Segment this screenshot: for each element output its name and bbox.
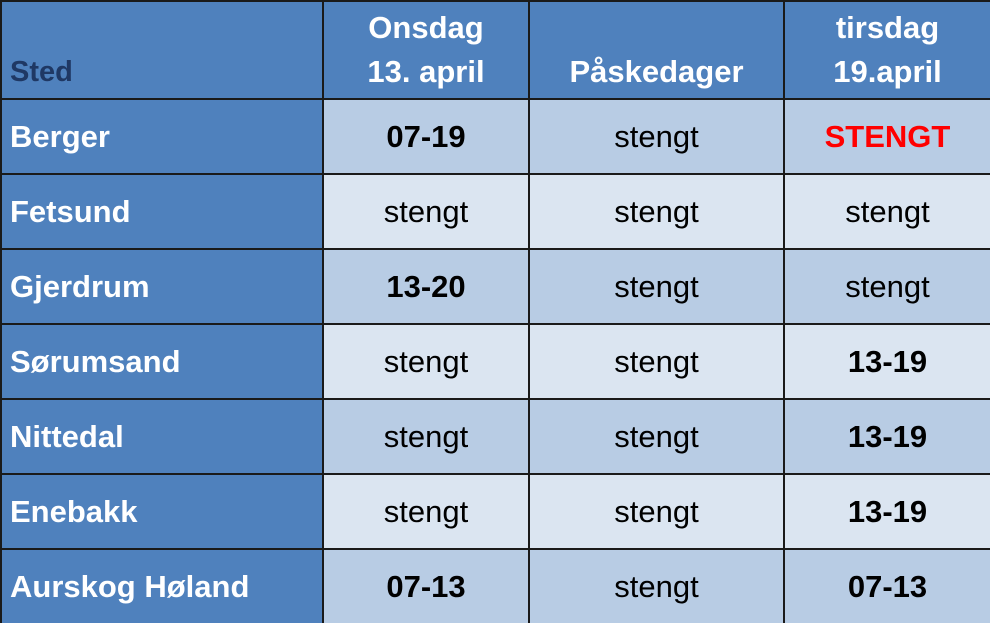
place-name: Enebakk (0, 473, 324, 550)
hours-cell: stengt (322, 173, 530, 250)
header-text: Sted (10, 56, 73, 88)
header-cell: Påskedager (528, 0, 785, 100)
hours-cell: 07-19 (322, 98, 530, 175)
hours-cell: stengt (528, 173, 785, 250)
hours-cell: stengt (322, 473, 530, 550)
hours-cell: stengt (528, 248, 785, 325)
hours-cell: stengt (322, 323, 530, 400)
table-body: Berger 07-19 stengt STENGT Fetsund stengt sten… (0, 98, 990, 623)
header-text: Påskedager (569, 54, 744, 89)
table-row: Enebakk stengt stengt 13-19 (0, 473, 990, 550)
header-cell: Sted (0, 0, 324, 100)
hours-cell: stengt (528, 398, 785, 475)
hours-cell: stengt (783, 248, 990, 325)
hours-cell: stengt (528, 548, 785, 623)
hours-cell: stengt (528, 98, 785, 175)
hours-cell: stengt (322, 398, 530, 475)
header-cell: Onsdag 13. april (322, 0, 530, 100)
hours-cell: 07-13 (322, 548, 530, 623)
header-text: 13. april (367, 54, 485, 89)
table-row: Aurskog Høland 07-13 stengt 07-13 (0, 548, 990, 623)
table-row: Berger 07-19 stengt STENGT (0, 98, 990, 175)
hours-cell: stengt (528, 473, 785, 550)
hours-cell: 07-13 (783, 548, 990, 623)
header-text: 19.april (833, 54, 942, 89)
hours-cell: 13-19 (783, 398, 990, 475)
header-text: Onsdag (368, 10, 484, 45)
table-row: Fetsund stengt stengt stengt (0, 173, 990, 250)
hours-cell: 13-20 (322, 248, 530, 325)
place-name: Nittedal (0, 398, 324, 475)
place-name: Aurskog Høland (0, 548, 324, 623)
table-row: Gjerdrum 13-20 stengt stengt (0, 248, 990, 325)
header-row: Sted Onsdag 13. april Påskedager tirsdag 19.a… (0, 0, 990, 100)
header-text: tirsdag (835, 10, 940, 45)
place-name: Sørumsand (0, 323, 324, 400)
header-cell: tirsdag 19.april (783, 0, 990, 100)
table-row: Nittedal stengt stengt 13-19 (0, 398, 990, 475)
hours-cell: STENGT (783, 98, 990, 175)
place-name: Gjerdrum (0, 248, 324, 325)
hours-cell: 13-19 (783, 323, 990, 400)
place-name: Fetsund (0, 173, 324, 250)
place-name: Berger (0, 98, 324, 175)
hours-cell: 13-19 (783, 473, 990, 550)
hours-cell: stengt (528, 323, 785, 400)
hours-cell: stengt (783, 173, 990, 250)
table-row: Sørumsand stengt stengt 13-19 (0, 323, 990, 400)
